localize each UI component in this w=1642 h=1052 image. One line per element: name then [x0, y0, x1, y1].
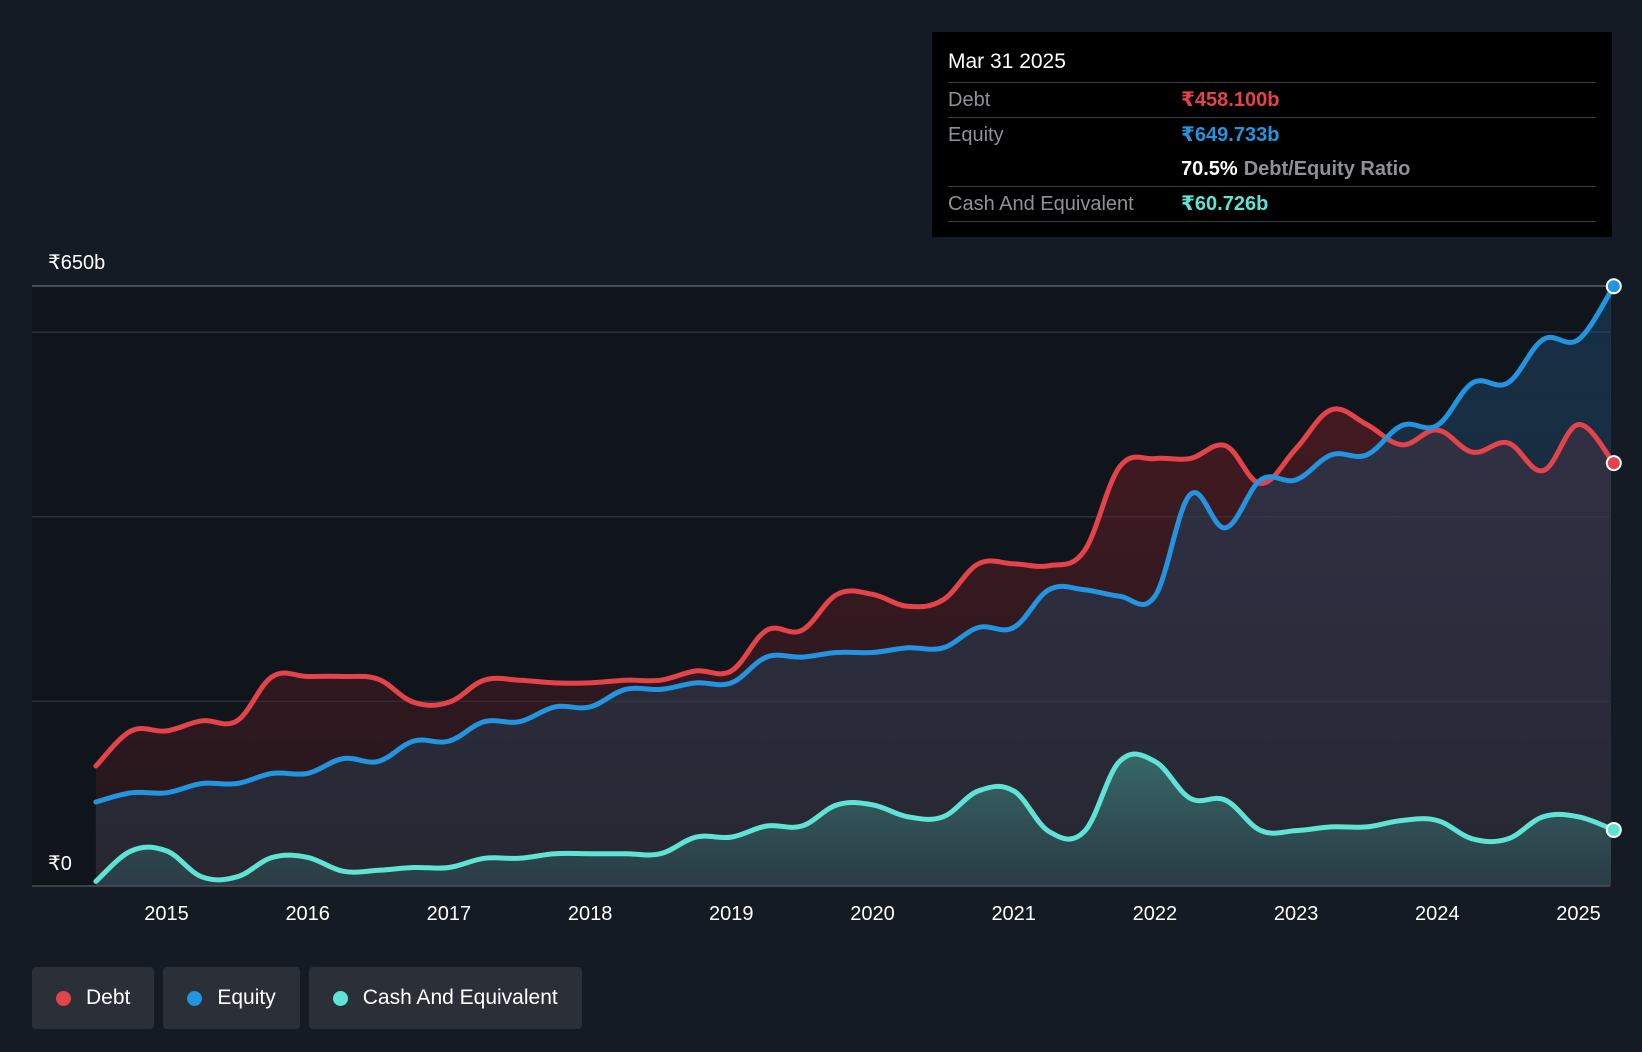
tooltip-row-ratio: 70.5% Debt/Equity Ratio [948, 152, 1596, 187]
tooltip-panel: Mar 31 2025 Debt ₹458.100b Equity ₹649.7… [932, 32, 1612, 237]
equity-area [95, 290, 1611, 886]
x-tick-label: 2025 [1556, 903, 1601, 925]
equity-dot-icon [187, 990, 203, 1006]
tooltip-cash-label: Cash And Equivalent [948, 193, 1134, 215]
end-markers [1605, 278, 1622, 838]
debt-line [93, 406, 1617, 769]
x-tick-label: 2019 [709, 903, 754, 925]
x-tick-label: 2016 [285, 903, 330, 925]
debt-dot-icon [56, 990, 71, 1006]
tooltip-ratio-value: 70.5% [1181, 158, 1238, 180]
tooltip-debt-value: ₹458.100b [1181, 89, 1280, 111]
equity-line [93, 283, 1617, 805]
y-max-label: ₹650b [48, 252, 105, 274]
tooltip-debt-label: Debt [948, 89, 991, 111]
x-tick-label: 2024 [1415, 903, 1460, 925]
tooltip-ratio-label: Debt/Equity Ratio [1243, 158, 1411, 180]
tooltip-equity-label: Equity [948, 124, 1004, 146]
tooltip-row-cash: Cash And Equivalent ₹60.726b [948, 187, 1596, 222]
x-tick-label: 2018 [568, 903, 613, 925]
x-tick-label: 2021 [991, 903, 1036, 925]
tooltip-date: Mar 31 2025 [948, 46, 1596, 83]
legend-item-debt[interactable]: Debt [32, 967, 155, 1029]
tooltip-equity-value: ₹649.733b [1181, 124, 1280, 146]
debt-end-marker[interactable] [1605, 455, 1622, 472]
legend-equity-label: Equity [217, 986, 276, 1009]
area-fills [95, 290, 1611, 886]
legend-cash-label: Cash And Equivalent [362, 986, 558, 1009]
x-axis-ticks: 2015 2016 2017 2018 2019 2020 2021 2022 2023 2024… [144, 903, 1601, 925]
equity-end-marker[interactable] [1605, 278, 1622, 295]
legend: Debt Equity Cash And Equivalent [32, 967, 582, 1029]
cash-dot-icon [332, 990, 348, 1006]
legend-item-equity[interactable]: Equity [163, 967, 300, 1029]
x-tick-label: 2022 [1133, 903, 1178, 925]
cash-end-marker[interactable] [1605, 821, 1622, 838]
x-tick-label: 2015 [144, 903, 189, 925]
tooltip-cash-value: ₹60.726b [1181, 193, 1269, 215]
tooltip-row-equity: Equity ₹649.733b [948, 118, 1596, 152]
cash-area [95, 754, 1611, 886]
legend-debt-label: Debt [86, 986, 131, 1009]
legend-item-cash[interactable]: Cash And Equivalent [308, 967, 582, 1029]
series-lines [93, 283, 1617, 884]
y-min-label: ₹0 [48, 853, 72, 875]
x-tick-label: 2020 [850, 903, 895, 925]
x-tick-label: 2017 [427, 903, 472, 925]
cash-line [93, 751, 1617, 884]
x-tick-label: 2023 [1274, 903, 1319, 925]
tooltip-row-debt: Debt ₹458.100b [948, 83, 1596, 118]
